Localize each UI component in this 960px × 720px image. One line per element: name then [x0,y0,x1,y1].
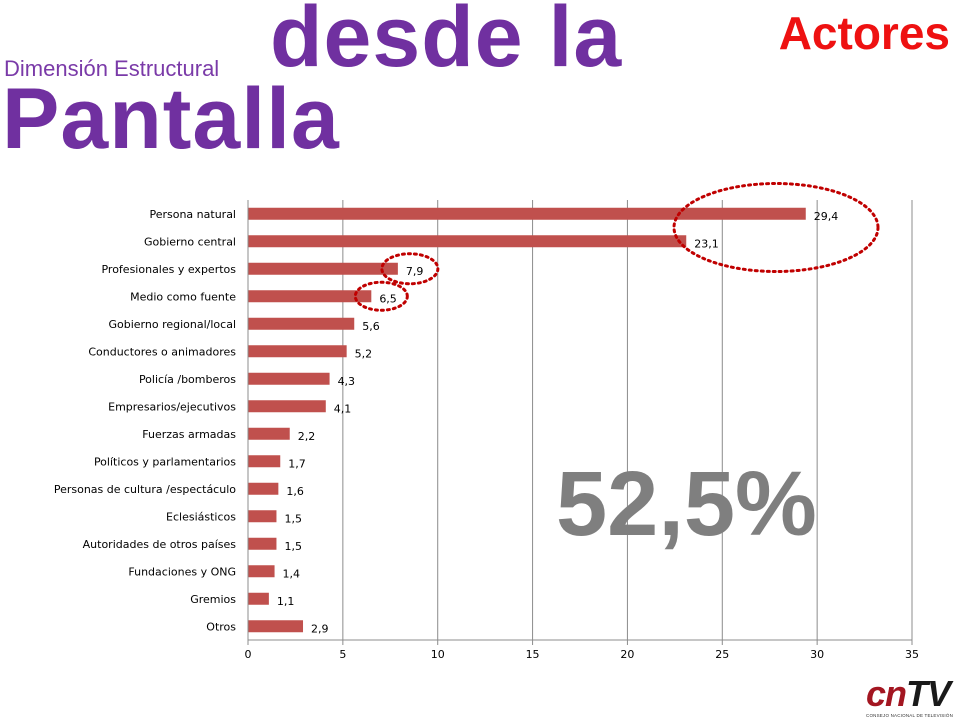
data-label: 1,5 [284,512,302,525]
data-label: 29,4 [814,210,839,223]
highlight-ellipse-experts [380,252,440,286]
category-label: Autoridades de otros países [83,538,237,551]
data-label: 1,5 [284,540,302,553]
title-line-2: Pantalla [2,71,340,167]
subtitle: Dimensión Estructural [4,56,220,81]
category-label: Persona natural [149,208,236,221]
data-label: 5,2 [355,347,373,360]
x-tick-label: 5 [339,648,346,661]
logo-part-cn: cn [866,673,907,714]
value-labels: 29,4 23,1 7,9 6,5 5,6 5,2 4,3 4,1 2,2 1,7 1,6 1,5 1,… [277,210,838,636]
data-label: 1,1 [277,595,295,608]
data-label: 23,1 [694,237,719,250]
bar [248,345,347,358]
category-label: Fundaciones y ONG [128,565,236,578]
data-label: 1,7 [288,457,306,470]
data-label: 2,9 [311,622,329,635]
x-tick-label: 10 [431,648,445,661]
x-tick-label: 0 [245,648,252,661]
logo-subtext: CONSEJO NACIONAL DE TELEVISIÓN [866,713,954,718]
x-tick-labels: 0 5 10 15 20 25 30 35 [245,648,920,661]
highlight-circles [353,182,880,312]
bar [248,427,290,440]
category-label: Gremios [190,593,236,606]
data-label: 1,4 [283,567,301,580]
highlight-percent: 52,5% [556,453,817,555]
bar [248,290,372,303]
corner-title: Actores [778,7,950,59]
bar [248,317,355,330]
category-label: Políticos y parlamentarios [94,455,236,468]
category-label: Otros [206,620,236,633]
category-label: Personas de cultura /espectáculo [54,483,236,496]
data-label: 1,6 [286,485,304,498]
x-tick-label: 30 [810,648,824,661]
data-label: 5,6 [362,320,380,333]
bar [248,235,687,248]
logo-part-tv: TV [906,673,951,714]
bar [248,537,277,550]
bar [248,455,281,468]
data-label: 6,5 [379,292,397,305]
category-label: Conductores o animadores [88,345,236,358]
bar [248,262,398,275]
bar [248,400,326,413]
cntv-logo: cnTV CONSEJO NACIONAL DE TELEVISIÓN [866,676,960,720]
highlight-ellipse-top [672,182,880,273]
data-label: 4,3 [338,375,356,388]
x-tick-label: 15 [526,648,540,661]
bar [248,482,279,495]
x-tick-label: 25 [715,648,729,661]
highlight-ellipse-media [353,280,409,312]
x-tick-label: 35 [905,648,919,661]
logo-wordmark: cnTV [866,676,960,712]
category-label: Profesionales y expertos [101,263,236,276]
category-labels: Persona natural Gobierno central Profesion… [54,208,236,634]
category-label: Empresarios/ejecutivos [108,400,236,413]
category-label: Eclesiásticos [166,510,236,523]
category-label: Medio como fuente [130,290,236,303]
data-label: 4,1 [334,402,352,415]
category-label: Fuerzas armadas [142,428,236,441]
bar [248,372,330,385]
x-tick-label: 20 [620,648,634,661]
bar [248,592,269,605]
axes [247,200,912,641]
data-label: 7,9 [406,265,424,278]
data-label: 2,2 [298,430,316,443]
category-label: Gobierno regional/local [108,318,236,331]
bar [248,207,806,220]
category-label: Gobierno central [144,235,236,248]
title-line-1: desde la [270,0,623,85]
bar [248,565,275,578]
bar [248,620,304,633]
category-label: Policía /bomberos [139,373,236,386]
bar [248,510,277,523]
bars [248,207,806,633]
